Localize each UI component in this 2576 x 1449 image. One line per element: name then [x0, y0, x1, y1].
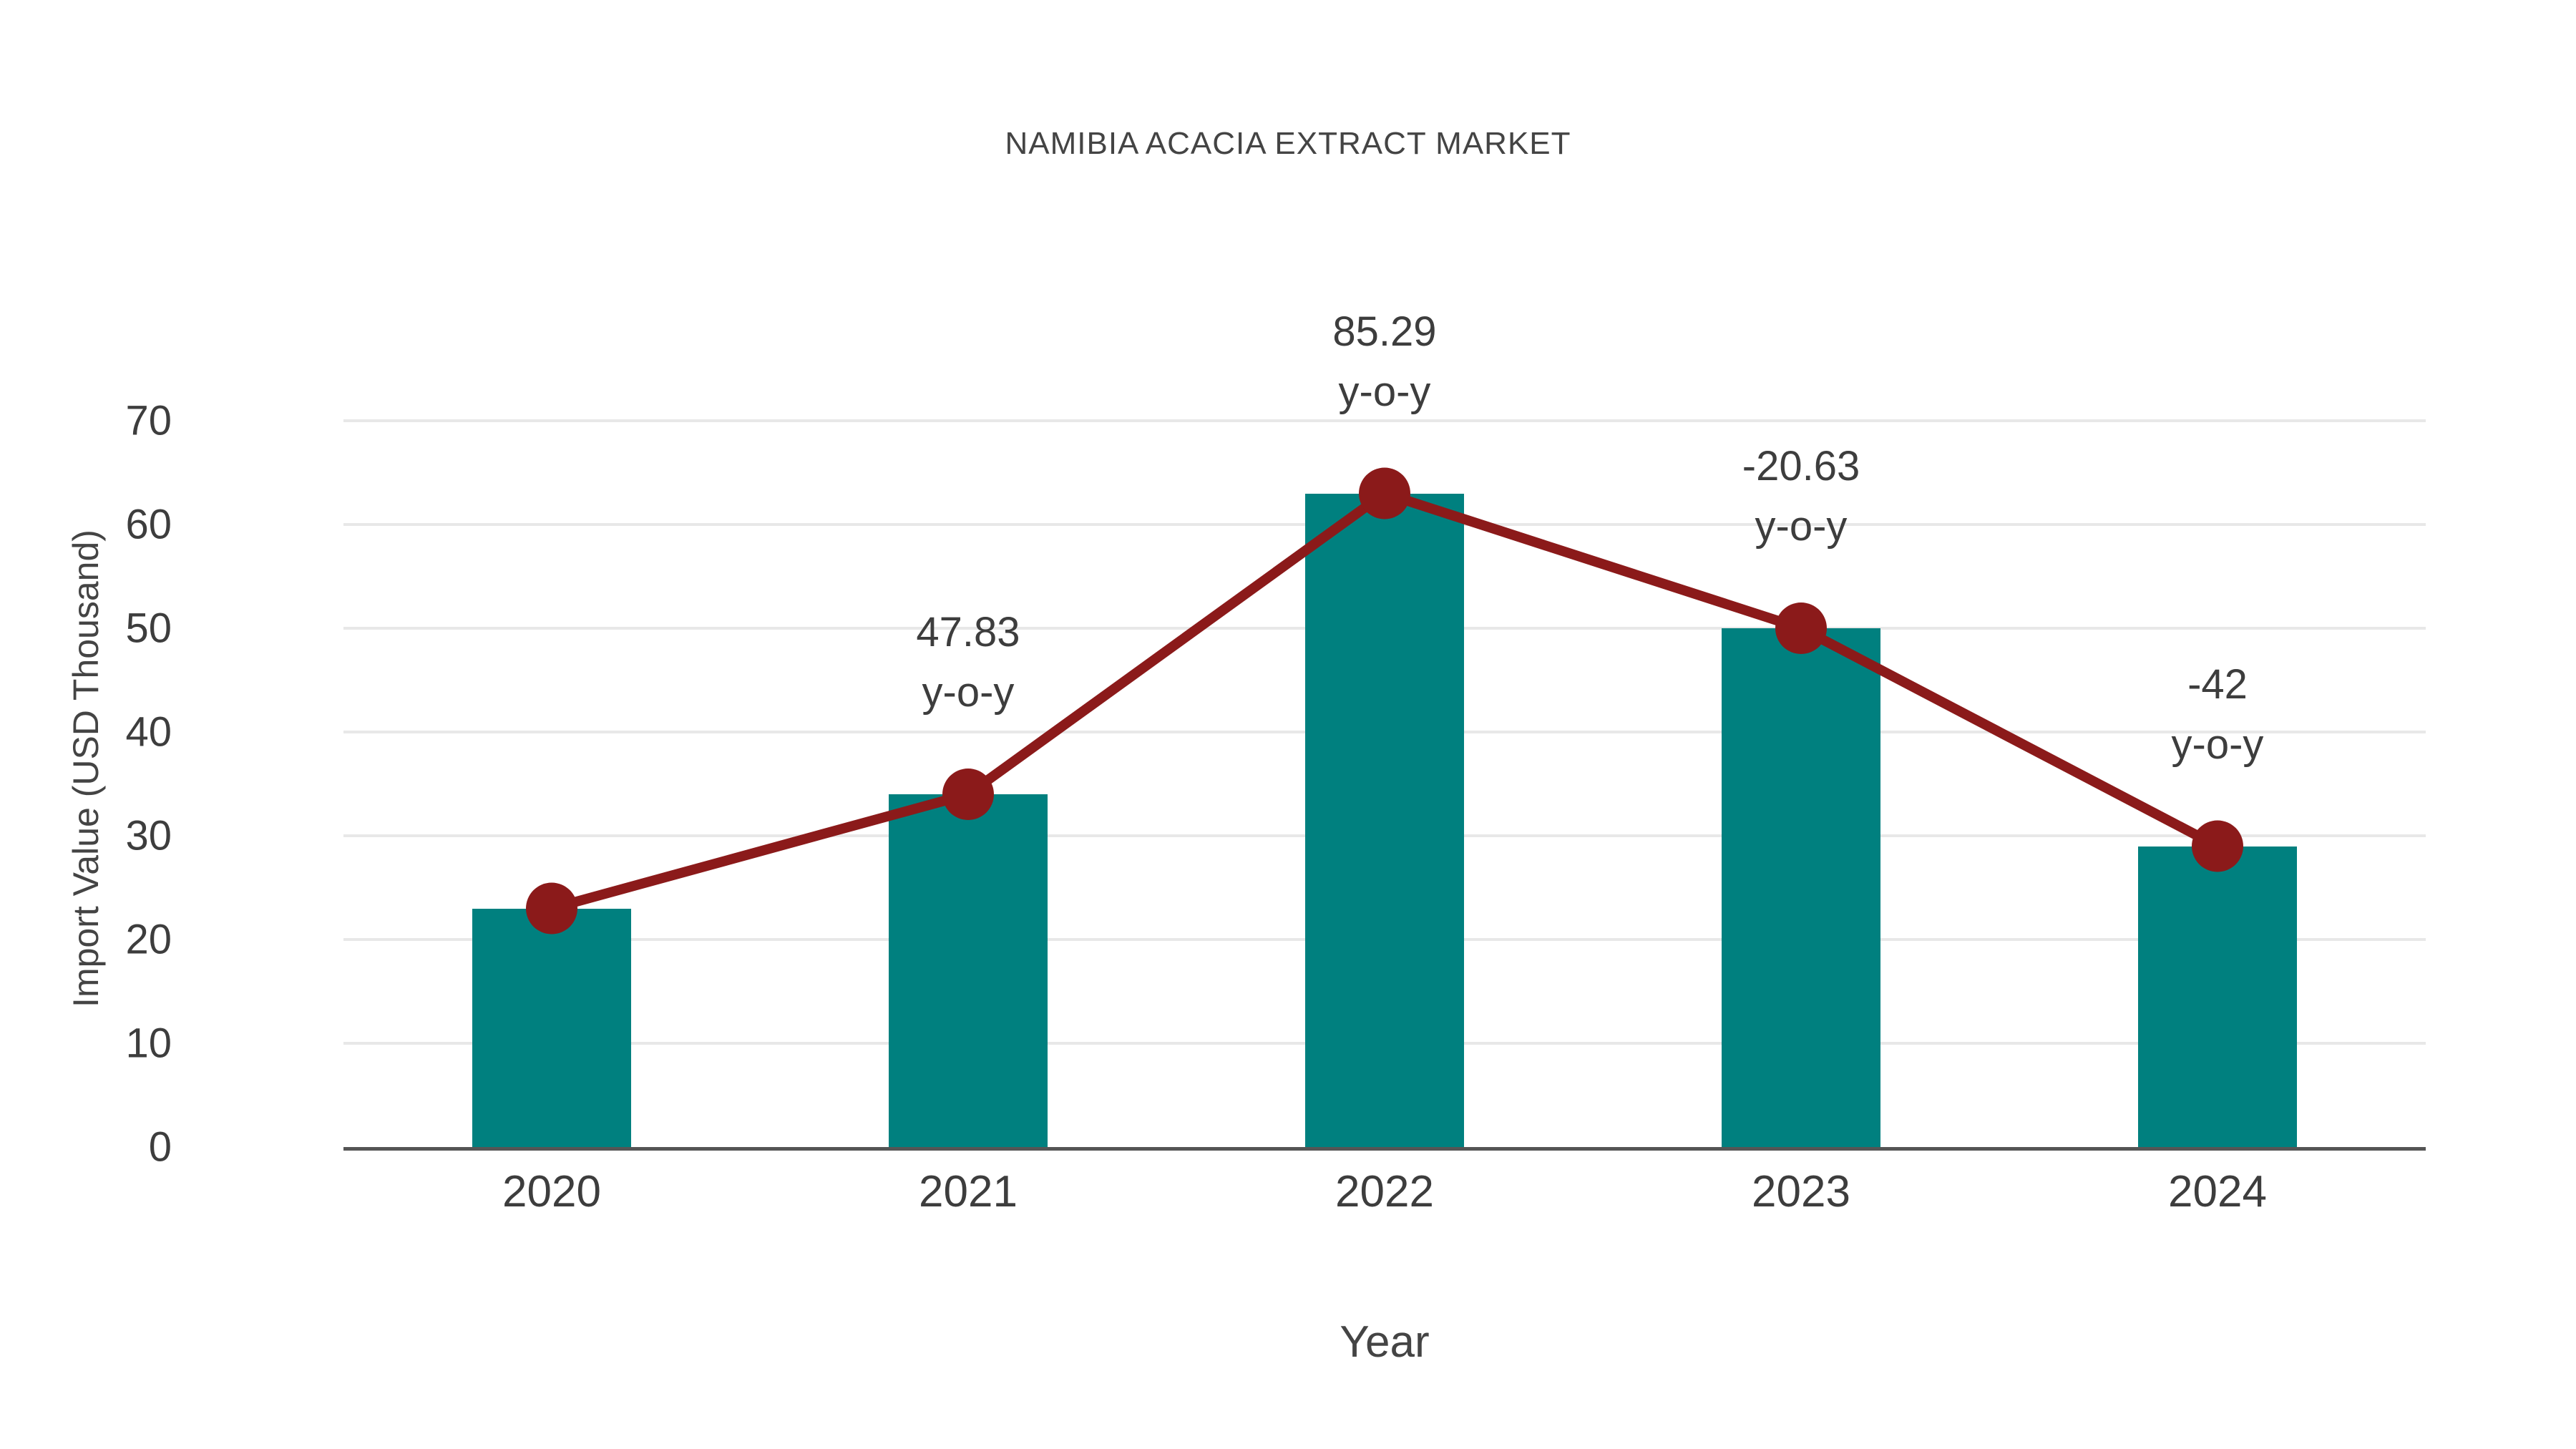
- yoy-value: 85.29: [1332, 308, 1437, 355]
- x-axis-tick-label: 2020: [502, 1167, 601, 1216]
- yoy-value: -42: [2187, 660, 2248, 708]
- y-axis-tick-label: 60: [125, 501, 172, 548]
- x-axis-tick-label: 2022: [1335, 1167, 1434, 1216]
- yoy-annotation: -20.63 y-o-y: [1579, 436, 2023, 557]
- bar[interactable]: [1305, 493, 1464, 1147]
- yoy-annotation: 85.29 y-o-y: [1163, 302, 1606, 422]
- bar[interactable]: [889, 794, 1048, 1147]
- x-axis-line: [343, 1147, 2426, 1151]
- y-axis-tick-label: 0: [148, 1123, 172, 1171]
- yoy-suffix: y-o-y: [1338, 368, 1431, 415]
- plot-area: 0 10 20 30 40 50 60 70 47.83 y-o-y 85.29 y-o-y -20.…: [125, 308, 2426, 1216]
- y-axis-tick-label: 30: [125, 812, 172, 859]
- chart-title: NAMIBIA ACACIA EXTRACT MARKET: [1005, 126, 1571, 161]
- x-axis-tick-label: 2021: [919, 1167, 1018, 1216]
- gridline: [343, 419, 2426, 422]
- y-axis-tick-label: 50: [125, 605, 172, 652]
- yoy-value: 47.83: [916, 609, 1020, 655]
- y-axis-tick-label: 20: [125, 916, 172, 963]
- yoy-annotation: -42 y-o-y: [1996, 655, 2439, 775]
- yoy-value: -20.63: [1742, 443, 1860, 489]
- yoy-annotation: 47.83 y-o-y: [746, 602, 1190, 723]
- y-axis-tick-label: 70: [125, 397, 172, 444]
- y-axis-tick-label: 40: [125, 708, 172, 756]
- yoy-suffix: y-o-y: [1755, 503, 1848, 550]
- y-axis-tick-label: 10: [125, 1020, 172, 1067]
- x-axis-tick-label: 2024: [2168, 1167, 2267, 1216]
- x-axis-title: Year: [1340, 1317, 1430, 1367]
- bar[interactable]: [472, 908, 631, 1147]
- bar[interactable]: [2138, 846, 2297, 1147]
- yoy-suffix: y-o-y: [922, 669, 1015, 716]
- x-axis-tick-label: 2023: [1752, 1167, 1850, 1216]
- bar[interactable]: [1722, 628, 1880, 1147]
- yoy-suffix: y-o-y: [2171, 721, 2264, 768]
